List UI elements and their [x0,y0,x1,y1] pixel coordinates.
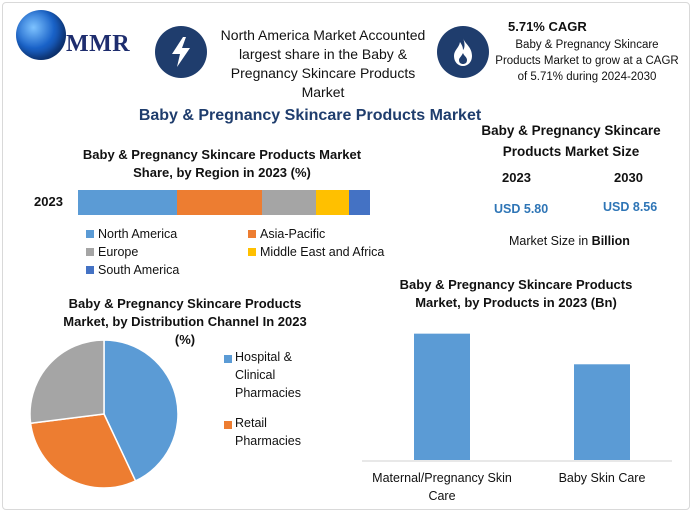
market-size-year-2030: 2030 [614,170,643,185]
distribution-pie-chart [29,339,179,489]
region-bar-segment-2 [261,190,316,215]
pie-legend-label: Hospital & [235,350,292,364]
pie-legend-label: Pharmacies [235,386,301,400]
region-stacked-bar [78,190,378,215]
lightning-icon [155,26,207,78]
north-america-callout: North America Market Accounted largest s… [220,27,426,100]
region-legend-item: North America [86,227,177,241]
products-bar-0 [414,333,470,460]
legend-label: Middle East and Africa [260,245,385,259]
pie-slice-1 [29,413,137,489]
region-legend-item: Asia-Pacific [248,227,325,241]
market-size-value-2030: USD 8.56 [603,200,658,214]
products-category-label: Baby Skin Care [522,469,682,487]
legend-label: Europe [98,245,139,259]
products-bar-chart [362,333,672,462]
products-category-label: Maternal/Pregnancy Skin Care [362,469,522,505]
products-chart-title: Baby & Pregnancy Skincare Products Marke… [399,277,633,310]
products-category-label-line: Maternal/Pregnancy Skin [372,471,512,485]
legend-swatch [86,266,94,274]
region-legend-item: South America [86,263,179,277]
pie-legend-label: Pharmacies [235,434,301,448]
legend-swatch [86,230,94,238]
market-size-note: Market Size in Billion [509,234,630,248]
region-legend-item: Europe [86,245,138,259]
market-size-year-2023: 2023 [502,170,531,185]
legend-swatch [248,248,256,256]
pie-slice-0 [103,339,179,482]
region-legend: North America Asia-Pacific Europe Middle Ea… [86,227,406,281]
region-bar-segment-1 [177,190,262,215]
cagr-text: Baby & Pregnancy Skincare Products Marke… [495,39,679,83]
pie-legend-swatch [224,355,232,363]
products-x-axis-labels: Maternal/Pregnancy Skin Care Baby Skin Car… [362,469,672,507]
region-bar-segment-3 [315,190,349,215]
products-category-label-line: Care [428,489,456,503]
distribution-legend: Hospital & Clinical Pharmacies Retail Pharma… [224,350,344,460]
region-bar-category-label: 2023 [34,194,63,209]
distribution-chart-title: Baby & Pregnancy Skincare Products Marke… [63,296,307,347]
products-bar-1 [574,364,630,460]
region-legend-item: Middle East and Africa [248,245,384,259]
region-bar-segment-4 [348,190,370,215]
legend-swatch [248,230,256,238]
brand-logo-text: MMR [66,31,131,57]
market-size-note-prefix: Market Size in [509,234,592,248]
region-bar-segment-0 [78,190,178,215]
flame-icon [437,26,489,78]
market-size-title: Baby & Pregnancy Skincare Products Marke… [481,123,661,159]
market-size-value-2023: USD 5.80 [494,202,549,216]
pie-slice-2 [29,339,105,425]
pie-legend-label: Retail [235,416,267,430]
products-category-label-line: Baby Skin Care [558,471,646,485]
page-title: Baby & Pregnancy Skincare Products Marke… [138,107,482,124]
legend-label: Asia-Pacific [260,227,326,241]
legend-label: North America [98,227,178,241]
pie-legend-swatch [224,421,232,429]
infographic-frame [2,2,690,510]
pie-legend-label: Clinical [235,368,276,382]
cagr-title: 5.71% CAGR [508,19,587,34]
globe-logo-icon [16,10,66,60]
legend-label: South America [98,263,180,277]
region-chart-title: Baby & Pregnancy Skincare Products Marke… [82,147,362,180]
market-size-note-unit: Billion [591,234,630,248]
legend-swatch [86,248,94,256]
